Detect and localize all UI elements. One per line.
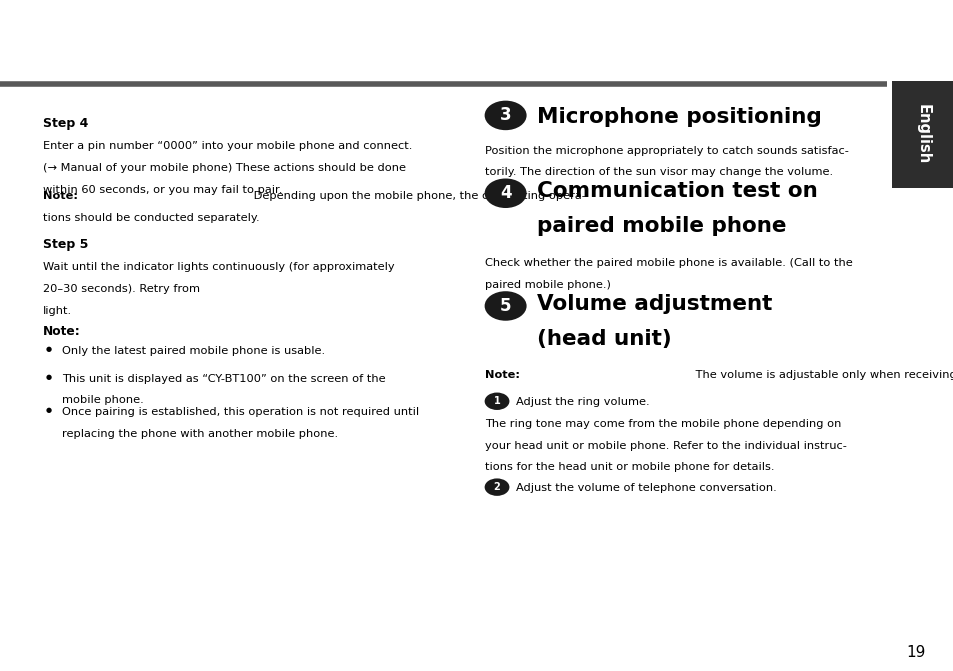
Text: 5: 5 xyxy=(499,297,511,315)
Circle shape xyxy=(484,478,509,496)
Text: Only the latest paired mobile phone is usable.: Only the latest paired mobile phone is u… xyxy=(62,346,325,356)
Circle shape xyxy=(484,101,526,130)
Text: Communication test on: Communication test on xyxy=(537,181,817,201)
Text: Depending upon the mobile phone, the connecting opera-: Depending upon the mobile phone, the con… xyxy=(250,191,585,201)
Text: 3: 3 xyxy=(499,107,511,124)
Text: The volume is adjustable only when receiving calls.: The volume is adjustable only when recei… xyxy=(691,370,953,380)
Text: Adjust the volume of telephone conversation.: Adjust the volume of telephone conversat… xyxy=(516,483,776,493)
Text: Note:: Note: xyxy=(43,191,78,201)
Text: Step 4: Step 4 xyxy=(43,117,89,130)
Text: Wait until the indicator lights continuously (for approximately: Wait until the indicator lights continuo… xyxy=(43,262,395,272)
Text: Enter a pin number “0000” into your mobile phone and connect.: Enter a pin number “0000” into your mobi… xyxy=(43,141,412,151)
Text: The ring tone may come from the mobile phone depending on: The ring tone may come from the mobile p… xyxy=(484,419,841,429)
Text: paired mobile phone: paired mobile phone xyxy=(537,216,786,236)
Text: This unit is displayed as “CY-BT100” on the screen of the: This unit is displayed as “CY-BT100” on … xyxy=(62,374,385,384)
Text: (→ Manual of your mobile phone) These actions should be done: (→ Manual of your mobile phone) These ac… xyxy=(43,163,406,173)
Text: replacing the phone with another mobile phone.: replacing the phone with another mobile … xyxy=(62,429,337,439)
Circle shape xyxy=(484,291,526,321)
Text: Note:: Note: xyxy=(484,370,519,380)
Text: torily. The direction of the sun visor may change the volume.: torily. The direction of the sun visor m… xyxy=(484,167,832,177)
Text: tions should be conducted separately.: tions should be conducted separately. xyxy=(43,213,259,223)
Circle shape xyxy=(484,178,526,208)
Text: paired mobile phone.): paired mobile phone.) xyxy=(484,280,610,290)
Text: within 60 seconds, or you may fail to pair.: within 60 seconds, or you may fail to pa… xyxy=(43,185,282,195)
FancyBboxPatch shape xyxy=(891,81,953,188)
Text: ●: ● xyxy=(46,407,51,413)
Text: 4: 4 xyxy=(499,185,511,202)
Text: Volume adjustment: Volume adjustment xyxy=(537,294,772,314)
Text: English: English xyxy=(915,104,929,164)
Text: (head unit): (head unit) xyxy=(537,329,671,349)
Text: Once pairing is established, this operation is not required until: Once pairing is established, this operat… xyxy=(62,407,418,417)
Text: Check whether the paired mobile phone is available. (Call to the: Check whether the paired mobile phone is… xyxy=(484,258,851,268)
Text: ●: ● xyxy=(46,346,51,352)
Text: 1: 1 xyxy=(493,397,500,406)
Circle shape xyxy=(484,393,509,410)
Text: 2: 2 xyxy=(493,482,500,492)
Text: Position the microphone appropriately to catch sounds satisfac-: Position the microphone appropriately to… xyxy=(484,146,847,156)
Text: Adjust the ring volume.: Adjust the ring volume. xyxy=(516,397,649,407)
Text: 20–30 seconds). Retry from: 20–30 seconds). Retry from xyxy=(43,284,203,294)
Text: 19: 19 xyxy=(905,645,924,660)
Text: Step 5: Step 5 xyxy=(43,238,89,251)
Text: light.: light. xyxy=(43,306,72,316)
Text: your head unit or mobile phone. Refer to the individual instruc-: your head unit or mobile phone. Refer to… xyxy=(484,441,845,451)
Text: ●: ● xyxy=(46,374,51,380)
Text: mobile phone.: mobile phone. xyxy=(62,395,144,405)
Text: Note:: Note: xyxy=(43,325,81,338)
Text: Microphone positioning: Microphone positioning xyxy=(537,107,821,127)
Text: tions for the head unit or mobile phone for details.: tions for the head unit or mobile phone … xyxy=(484,462,773,472)
